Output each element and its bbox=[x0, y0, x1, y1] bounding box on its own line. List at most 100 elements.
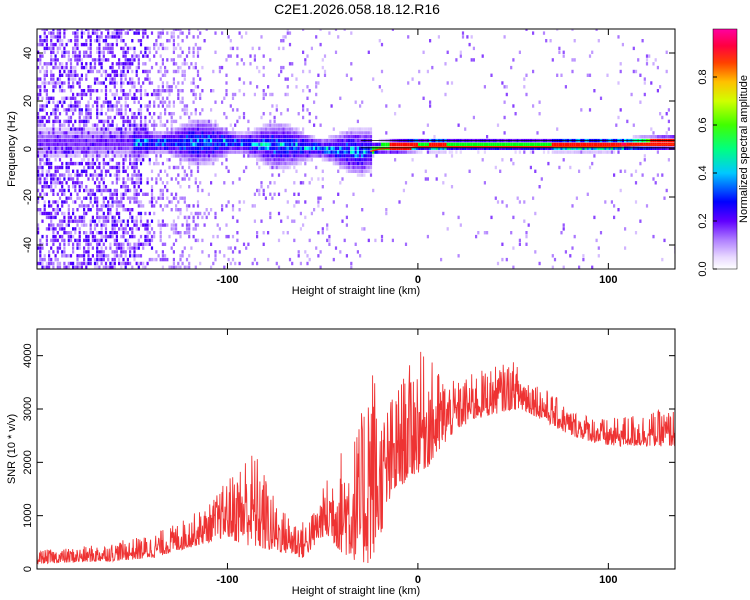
spectrogram-cell bbox=[153, 142, 156, 147]
spectrogram-cell bbox=[183, 127, 186, 131]
spectrogram-cell bbox=[315, 81, 318, 85]
spectrogram-cell bbox=[262, 54, 265, 58]
spectrogram-cell bbox=[656, 65, 659, 70]
spectrogram-cell bbox=[150, 200, 154, 204]
spectrogram-cell bbox=[115, 146, 118, 150]
spectrogram-cell bbox=[536, 131, 539, 135]
spectrogram-cell bbox=[120, 115, 123, 120]
spectrogram-cell bbox=[332, 142, 335, 147]
spectrogram-cell bbox=[183, 104, 186, 108]
spectrogram-cell bbox=[91, 192, 94, 196]
spectrogram-cell bbox=[225, 165, 228, 170]
spectrogram-cell bbox=[606, 142, 609, 147]
spectrogram-cell bbox=[670, 135, 673, 139]
spectrogram-cell bbox=[164, 46, 167, 51]
spectrogram-cell bbox=[258, 46, 261, 51]
spectrogram-cell bbox=[385, 208, 388, 212]
spectrogram-cell bbox=[297, 131, 300, 135]
spectrogram-cell bbox=[168, 112, 171, 116]
spectrogram-cell bbox=[65, 154, 68, 158]
spectrogram-cell bbox=[41, 39, 44, 43]
spectrogram-cell bbox=[188, 158, 191, 162]
spectrogram-cell bbox=[183, 215, 186, 220]
spectrogram-cell bbox=[288, 161, 292, 166]
spectrogram-cell bbox=[231, 215, 235, 220]
spectrogram-cell bbox=[225, 81, 228, 85]
spectrogram-cell bbox=[157, 89, 160, 93]
spectrogram-cell bbox=[157, 31, 160, 35]
spectrogram-cell bbox=[172, 112, 175, 116]
spectrogram-cell bbox=[282, 142, 285, 147]
spectrogram-cell bbox=[525, 29, 528, 31]
spectrogram-cell bbox=[188, 131, 191, 135]
spectrogram-cell bbox=[363, 158, 366, 162]
spectrogram-cell bbox=[74, 46, 77, 51]
spectrogram-cell bbox=[251, 150, 254, 154]
spectrogram-cell bbox=[113, 96, 116, 100]
spectrogram-cell bbox=[58, 181, 62, 185]
spectrogram-cell bbox=[518, 200, 521, 204]
spectrogram-cell bbox=[170, 138, 173, 143]
spectrogram-cell bbox=[63, 46, 66, 51]
spectrogram-cell bbox=[172, 104, 175, 108]
spectrogram-cell bbox=[48, 100, 51, 104]
spectrogram-cell bbox=[365, 158, 368, 162]
spectrogram-cell bbox=[50, 257, 53, 262]
spectrogram-cell bbox=[317, 177, 320, 181]
spectrogram-cell bbox=[352, 131, 355, 135]
spectrogram-cell bbox=[288, 131, 292, 135]
spectrogram-cell bbox=[580, 108, 583, 112]
spectrogram-cell bbox=[45, 96, 48, 100]
spectrogram-cell bbox=[50, 42, 53, 47]
spectrogram-cell bbox=[96, 112, 99, 116]
spectrogram-cell bbox=[225, 89, 228, 93]
spectrogram-cell bbox=[58, 39, 62, 43]
spectrogram-cell bbox=[85, 161, 88, 166]
spectrogram-cell bbox=[37, 42, 40, 47]
spectrogram-cell bbox=[267, 142, 270, 147]
spectrogram-cell bbox=[238, 89, 241, 93]
spectrogram-cell bbox=[288, 31, 292, 35]
spectrogram-cell bbox=[652, 135, 655, 139]
spectrogram-cell bbox=[142, 158, 145, 162]
spectrogram-cell bbox=[361, 127, 364, 131]
spectrogram-cell bbox=[201, 238, 204, 243]
spectrogram-cell bbox=[435, 154, 438, 158]
spectrogram-cell bbox=[505, 257, 508, 262]
spectrogram-cell bbox=[183, 200, 186, 204]
spectrogram-cell bbox=[96, 223, 99, 227]
spectrogram-cell bbox=[69, 104, 73, 108]
spectrogram-cell bbox=[122, 261, 125, 266]
spectrogram-cell bbox=[100, 231, 103, 235]
spectrogram-cell bbox=[148, 257, 151, 262]
spectrogram-cell bbox=[326, 138, 329, 143]
spectrogram-cell bbox=[166, 89, 169, 93]
spectrogram-cell bbox=[569, 165, 572, 170]
spectrogram-cell bbox=[518, 142, 521, 147]
spectrogram-cell bbox=[96, 46, 99, 51]
spectrogram-cell bbox=[155, 177, 158, 181]
spectrogram-cell bbox=[56, 200, 59, 204]
spectrogram-cell bbox=[258, 142, 261, 147]
spectrogram-cell bbox=[111, 35, 114, 39]
spectrogram-cell bbox=[61, 100, 64, 104]
spectrogram-cell bbox=[188, 142, 191, 147]
spectrogram-cell bbox=[302, 181, 305, 185]
spectrogram-cell bbox=[157, 196, 160, 200]
spectrogram-cell bbox=[164, 185, 167, 189]
spectrogram-cell bbox=[104, 223, 108, 227]
spectrogram-cell bbox=[356, 165, 359, 170]
spectrogram-cell bbox=[315, 150, 318, 154]
spectrogram-cell bbox=[361, 208, 364, 212]
spectrogram-cell bbox=[562, 150, 565, 154]
spectrogram-cell bbox=[192, 35, 195, 39]
spectrogram-cell bbox=[50, 146, 53, 150]
spectrogram-cell bbox=[137, 150, 140, 154]
spectrogram-cell bbox=[238, 31, 241, 35]
spectrogram-cell bbox=[111, 104, 114, 108]
spectrogram-cell bbox=[223, 146, 226, 150]
spectrogram-cell bbox=[148, 146, 151, 150]
spectrogram-cell bbox=[111, 54, 114, 58]
spectrogram-cell bbox=[177, 181, 180, 185]
spectrogram-cell bbox=[96, 96, 99, 100]
